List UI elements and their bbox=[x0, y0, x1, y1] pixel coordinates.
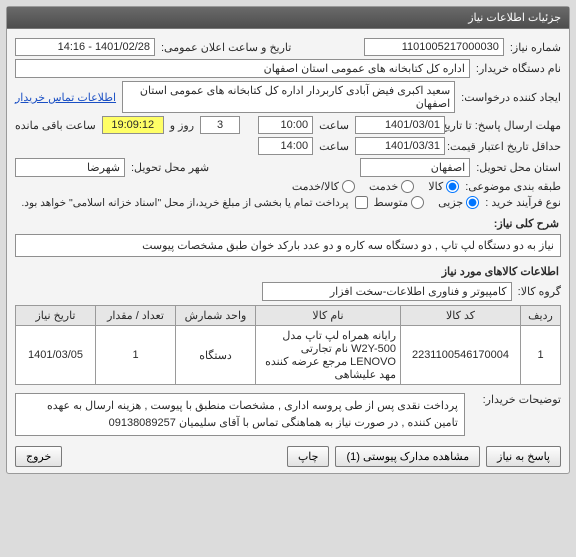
th-date: تاریخ نیاز bbox=[16, 306, 96, 326]
cat-both-radio[interactable] bbox=[342, 180, 355, 193]
cat-both-option[interactable]: کالا/خدمت bbox=[292, 180, 355, 193]
category-label: طبقه بندی موضوعی: bbox=[465, 180, 561, 193]
creator-label: ایجاد کننده درخواست: bbox=[461, 91, 561, 104]
cell-code: 2231100546170004 bbox=[401, 326, 521, 385]
buyer-label: نام دستگاه خریدار: bbox=[476, 62, 561, 75]
deadline-date: 1401/03/01 bbox=[355, 116, 445, 134]
treasury-check[interactable] bbox=[355, 196, 368, 209]
deadline-time: 10:00 bbox=[258, 116, 313, 134]
deadline-label: مهلت ارسال پاسخ: تا تاریخ: bbox=[451, 119, 561, 132]
desc-value: نیاز به دو دستگاه لپ تاپ , دو دستگاه سه … bbox=[15, 234, 561, 257]
cat-both-label: کالا/خدمت bbox=[292, 180, 339, 193]
attachments-button[interactable]: مشاهده مدارک پیوستی (1) bbox=[335, 446, 480, 467]
creator-value: سعید اکبری فیض آبادی کاربردار اداره کل ک… bbox=[122, 81, 455, 113]
pt-mid-option[interactable]: متوسط bbox=[374, 196, 425, 209]
cell-unit: دستگاه bbox=[176, 326, 256, 385]
validity-label: حداقل تاریخ اعتبار قیمت: تا تاریخ: bbox=[451, 140, 561, 153]
th-row: ردیف bbox=[521, 306, 561, 326]
table-row[interactable]: 1 2231100546170004 رایانه همراه لپ تاپ م… bbox=[16, 326, 561, 385]
pt-mid-label: متوسط bbox=[374, 196, 409, 209]
cell-date: 1401/03/05 bbox=[16, 326, 96, 385]
reply-button[interactable]: پاسخ به نیاز bbox=[486, 446, 561, 467]
contact-link[interactable]: اطلاعات تماس خریدار bbox=[15, 91, 116, 104]
cell-qty: 1 bbox=[96, 326, 176, 385]
validity-time: 14:00 bbox=[258, 137, 313, 155]
panel-body: شماره نیاز: 1101005217000030 تاریخ و ساع… bbox=[7, 29, 569, 473]
pt-partial-radio[interactable] bbox=[466, 196, 479, 209]
cat-goods-option[interactable]: کالا bbox=[428, 180, 459, 193]
city-label: شهر محل تحویل: bbox=[131, 161, 209, 174]
cell-name: رایانه همراه لپ تاپ مدل W2Y-500 نام تجار… bbox=[256, 326, 401, 385]
remaining-time: 19:09:12 bbox=[102, 116, 164, 134]
cat-service-option[interactable]: خدمت bbox=[369, 180, 414, 193]
need-details-panel: جزئیات اطلاعات نیاز شماره نیاز: 11010052… bbox=[6, 6, 570, 474]
pt-partial-label: جزیی bbox=[438, 196, 463, 209]
need-no-label: شماره نیاز: bbox=[510, 41, 561, 54]
th-name: نام کالا bbox=[256, 306, 401, 326]
category-radios: کالا خدمت کالا/خدمت bbox=[292, 180, 459, 193]
province-value: اصفهان bbox=[360, 158, 470, 177]
cat-goods-label: کالا bbox=[428, 180, 443, 193]
purchase-type-radios: جزیی متوسط bbox=[374, 196, 480, 209]
pt-partial-option[interactable]: جزیی bbox=[438, 196, 479, 209]
announce-label: تاریخ و ساعت اعلان عمومی: bbox=[161, 41, 291, 54]
group-value: کامپیوتر و فناوری اطلاعات-سخت افزار bbox=[262, 282, 512, 301]
explain-label: توضیحات خریدار: bbox=[471, 393, 561, 406]
explain-value: پرداخت نقدی پس از طی پروسه اداری , مشخصا… bbox=[15, 393, 465, 436]
items-title: اطلاعات کالاهای مورد نیاز bbox=[15, 265, 561, 278]
announce-value: 1401/02/28 - 14:16 bbox=[15, 38, 155, 56]
province-label: استان محل تحویل: bbox=[476, 161, 561, 174]
close-button[interactable]: خروج bbox=[15, 446, 62, 467]
cat-goods-radio[interactable] bbox=[446, 180, 459, 193]
deadline-time-label: ساعت bbox=[319, 119, 349, 132]
validity-time-label: ساعت bbox=[319, 140, 349, 153]
city-value: شهرضا bbox=[15, 158, 125, 177]
cat-service-radio[interactable] bbox=[401, 180, 414, 193]
days-value: 3 bbox=[200, 116, 240, 134]
cell-row: 1 bbox=[521, 326, 561, 385]
footer-buttons: پاسخ به نیاز مشاهده مدارک پیوستی (1) چاپ… bbox=[15, 446, 561, 467]
treasury-checkbox[interactable] bbox=[355, 196, 368, 209]
panel-title: جزئیات اطلاعات نیاز bbox=[7, 7, 569, 29]
items-table: ردیف کد کالا نام کالا واحد شمارش تعداد /… bbox=[15, 305, 561, 385]
print-button[interactable]: چاپ bbox=[287, 446, 330, 467]
desc-label: شرح کلی نیاز: bbox=[15, 217, 561, 230]
th-unit: واحد شمارش bbox=[176, 306, 256, 326]
purchase-type-label: نوع فرآیند خرید : bbox=[485, 196, 561, 209]
days-unit: روز و bbox=[170, 119, 194, 132]
need-no-value: 1101005217000030 bbox=[364, 38, 504, 56]
cat-service-label: خدمت bbox=[369, 180, 398, 193]
pt-mid-radio[interactable] bbox=[411, 196, 424, 209]
table-header-row: ردیف کد کالا نام کالا واحد شمارش تعداد /… bbox=[16, 306, 561, 326]
group-label: گروه کالا: bbox=[518, 285, 561, 298]
purchase-note: پرداخت تمام یا بخشی از مبلغ خرید،از محل … bbox=[21, 197, 348, 209]
validity-date: 1401/03/31 bbox=[355, 137, 445, 155]
th-code: کد کالا bbox=[401, 306, 521, 326]
buyer-value: اداره کل کتابخانه های عمومی استان اصفهان bbox=[15, 59, 470, 78]
th-qty: تعداد / مقدار bbox=[96, 306, 176, 326]
remaining-label: ساعت باقی مانده bbox=[15, 119, 96, 132]
